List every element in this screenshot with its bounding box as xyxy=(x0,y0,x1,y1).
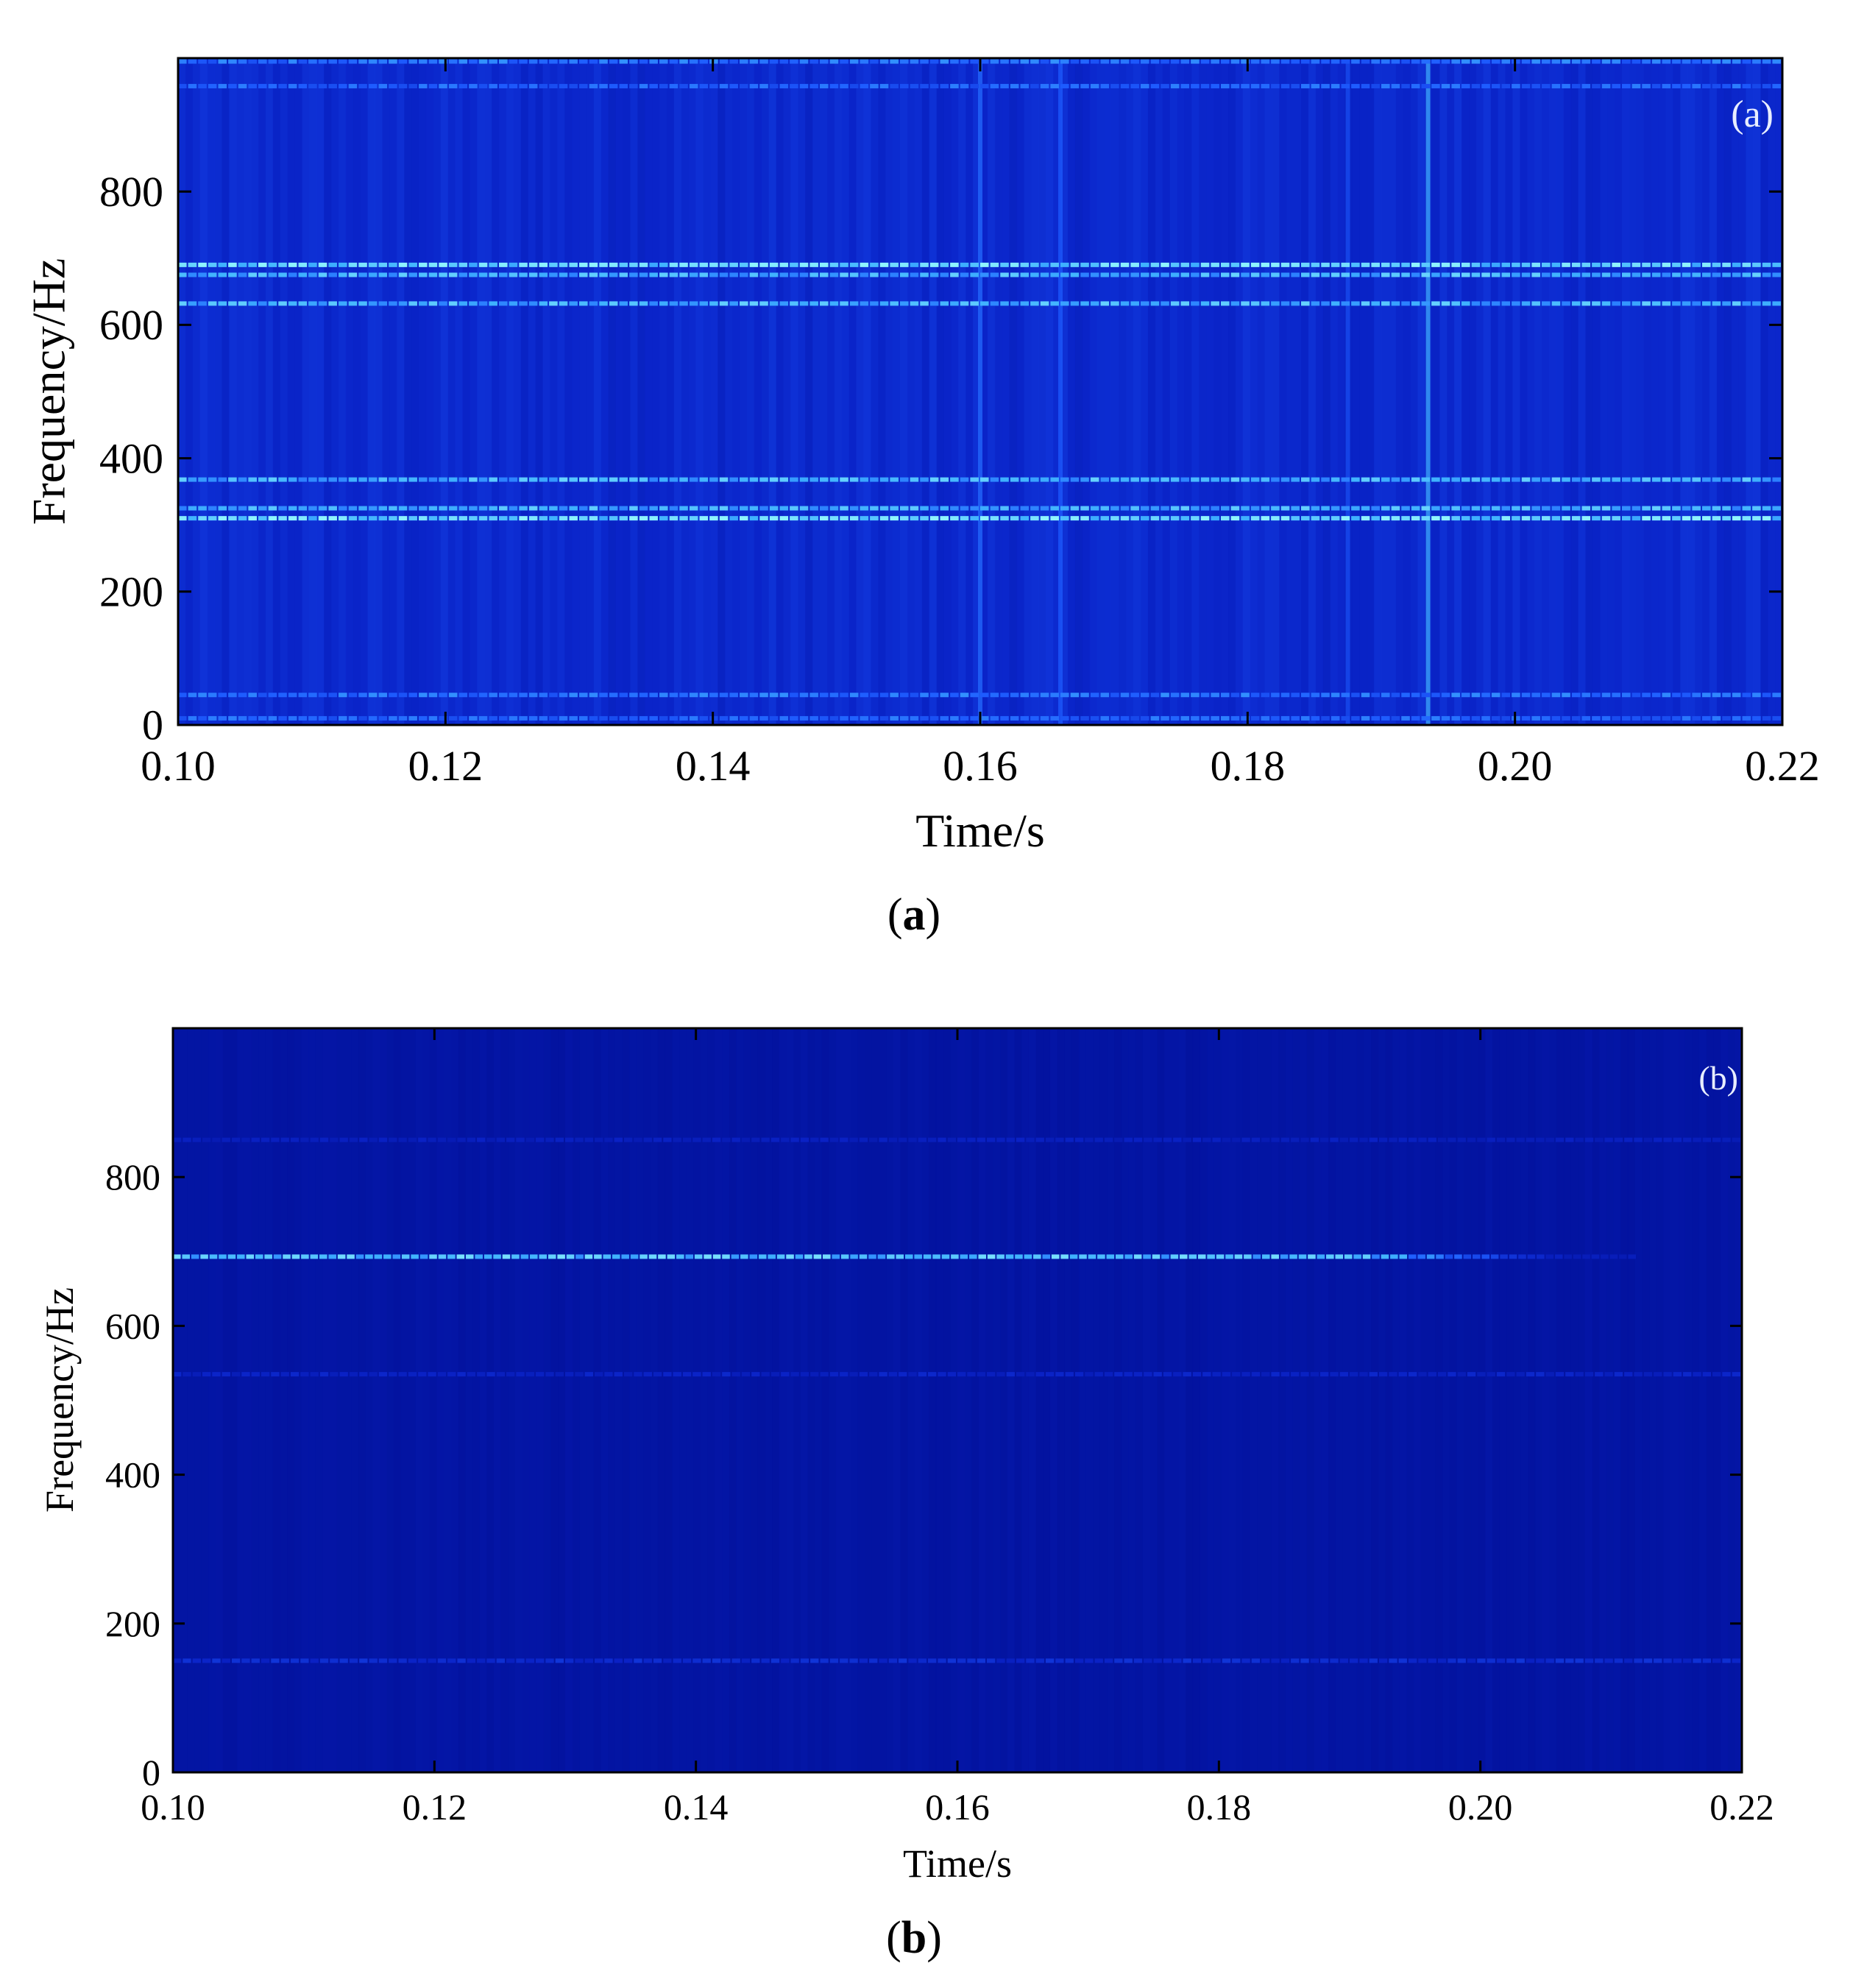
x-tick-label-a-3: 0.16 xyxy=(943,742,1018,790)
x-tick-label-b-4: 0.18 xyxy=(1187,1786,1252,1828)
spectrogram-panel-b: 0.10 0.12 0.14 0.16 0.18 0.20 0.22 0 200 400 600 8… xyxy=(38,1027,1774,1886)
spectrogram-texture-b xyxy=(173,1028,1743,1772)
vertical-transient-a-2 xyxy=(1345,58,1350,725)
frequency-band-a-4 xyxy=(178,477,1781,482)
frequency-band-b-2 xyxy=(173,1137,1741,1142)
y-tick-label-a-3: 600 xyxy=(99,301,163,349)
y-axis-ticks-b: 0 200 400 600 800 xyxy=(105,1156,1742,1793)
frequency-band-a-5 xyxy=(178,301,1781,306)
y-tick-label-a-2: 400 xyxy=(99,434,163,482)
caption-a-letter: a xyxy=(903,890,926,940)
x-tick-label-a-5: 0.20 xyxy=(1478,742,1553,790)
caption-b: (b) xyxy=(886,1913,942,1963)
vertical-transient-a-0 xyxy=(978,58,982,725)
frequency-band-b-3 xyxy=(173,1254,1637,1259)
y-axis-title-a: Frequency/Hz xyxy=(22,258,74,526)
frequency-band-a-6 xyxy=(178,272,1781,277)
y-tick-label-b-2: 400 xyxy=(105,1454,160,1496)
caption-a-open: ( xyxy=(887,890,903,940)
x-tick-label-b-2: 0.14 xyxy=(664,1786,729,1828)
caption-b-close: ) xyxy=(926,1913,942,1963)
y-tick-label-b-1: 200 xyxy=(105,1603,160,1644)
x-tick-label-a-0: 0.10 xyxy=(141,742,216,790)
panel-label-a: (a) xyxy=(1731,93,1774,135)
x-axis-ticks-a: 0.10 0.12 0.14 0.16 0.18 0.20 0.22 xyxy=(141,58,1820,790)
spectrogram-a-image xyxy=(178,58,1783,725)
frequency-band-a-7 xyxy=(178,262,1781,267)
x-tick-label-b-6: 0.22 xyxy=(1709,1786,1774,1828)
frequency-band-b-1 xyxy=(173,1372,1741,1377)
panel-label-b: (b) xyxy=(1698,1059,1738,1097)
y-tick-label-a-1: 200 xyxy=(99,568,163,616)
frequency-band-a-9 xyxy=(178,59,1781,64)
x-tick-label-a-2: 0.14 xyxy=(676,742,751,790)
frequency-band-a-1 xyxy=(178,693,1781,698)
y-tick-label-b-3: 600 xyxy=(105,1305,160,1346)
frequency-band-a-8 xyxy=(178,84,1781,89)
y-tick-label-b-0: 0 xyxy=(142,1752,160,1793)
caption-b-letter: b xyxy=(901,1913,926,1963)
x-tick-label-a-6: 0.22 xyxy=(1745,742,1820,790)
caption-b-open: ( xyxy=(886,1913,901,1963)
frequency-band-a-0 xyxy=(178,715,1781,721)
spectrogram-texture-a xyxy=(178,58,1783,725)
vertical-transient-a-1 xyxy=(1058,58,1063,725)
vertical-transient-a-3 xyxy=(1425,58,1431,725)
frequency-band-b-0 xyxy=(173,1658,1741,1663)
x-axis-title-b: Time/s xyxy=(903,1842,1012,1886)
caption-a: (a) xyxy=(887,890,940,940)
x-tick-label-b-1: 0.12 xyxy=(403,1786,467,1828)
x-tick-label-a-4: 0.18 xyxy=(1211,742,1286,790)
y-tick-label-a-0: 0 xyxy=(142,701,163,749)
frequency-band-a-2 xyxy=(178,516,1781,521)
spectrogram-b-image xyxy=(173,1028,1743,1772)
spectrogram-panel-a: 0.10 0.12 0.14 0.16 0.18 0.20 0.22 0 200 400 600 8… xyxy=(22,57,1820,857)
caption-a-close: ) xyxy=(926,890,941,940)
y-axis-title-b: Frequency/Hz xyxy=(38,1287,82,1513)
frequency-band-a-3 xyxy=(178,506,1781,511)
x-tick-label-a-1: 0.12 xyxy=(408,742,483,790)
y-tick-label-b-4: 800 xyxy=(105,1156,160,1198)
y-tick-label-a-4: 800 xyxy=(99,168,163,216)
x-tick-label-b-3: 0.16 xyxy=(925,1786,990,1828)
x-axis-ticks-b: 0.10 0.12 0.14 0.16 0.18 0.20 0.22 xyxy=(141,1028,1774,1828)
x-tick-label-b-0: 0.10 xyxy=(141,1786,205,1828)
x-tick-label-b-5: 0.20 xyxy=(1448,1786,1513,1828)
y-axis-ticks-a: 0 200 400 600 800 xyxy=(99,168,1782,749)
x-axis-title-a: Time/s xyxy=(915,804,1045,857)
